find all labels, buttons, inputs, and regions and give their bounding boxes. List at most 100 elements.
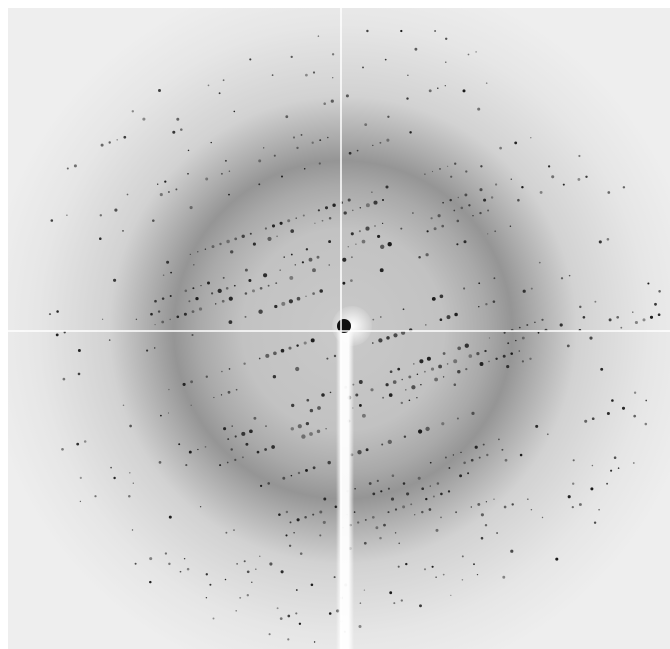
spot xyxy=(457,346,461,350)
spot xyxy=(355,394,358,397)
spot xyxy=(249,429,253,433)
spot xyxy=(523,290,526,293)
spot xyxy=(305,74,308,77)
spot xyxy=(169,319,171,321)
spot xyxy=(193,264,195,266)
spot xyxy=(208,85,210,87)
spot xyxy=(235,610,237,612)
spot xyxy=(157,184,158,185)
spot xyxy=(403,482,406,485)
spot xyxy=(265,425,267,427)
spot xyxy=(313,71,315,73)
spot xyxy=(190,405,191,406)
spot xyxy=(377,480,379,482)
spot xyxy=(504,506,507,509)
spot xyxy=(102,319,103,320)
spot xyxy=(272,224,275,227)
spot xyxy=(297,518,300,521)
spot xyxy=(304,341,307,344)
spot xyxy=(464,193,467,196)
spot xyxy=(172,131,175,134)
spot xyxy=(607,412,610,415)
spot xyxy=(453,210,455,212)
spot xyxy=(227,438,229,440)
spot xyxy=(245,269,248,272)
spot xyxy=(265,227,267,229)
spot xyxy=(430,462,432,464)
spot xyxy=(228,194,230,196)
spot xyxy=(221,371,223,373)
spot xyxy=(477,503,480,506)
spot xyxy=(317,406,321,410)
spot xyxy=(357,150,359,152)
spot xyxy=(416,397,417,398)
spot xyxy=(634,392,636,394)
spot xyxy=(469,354,473,358)
spot xyxy=(183,383,186,386)
spot xyxy=(486,501,487,502)
spot xyxy=(242,456,244,458)
spot xyxy=(486,454,488,456)
spot xyxy=(273,375,276,378)
spot xyxy=(225,579,227,581)
spot xyxy=(477,108,480,111)
spot xyxy=(583,316,586,319)
spot xyxy=(212,245,215,248)
spot xyxy=(113,477,115,479)
spot xyxy=(478,306,479,307)
spot xyxy=(567,345,570,348)
spot xyxy=(616,316,619,319)
spot xyxy=(485,524,487,526)
spot xyxy=(433,496,435,498)
spot xyxy=(495,358,497,360)
spot xyxy=(388,440,392,444)
spot xyxy=(534,322,535,323)
spot xyxy=(431,368,434,371)
spot xyxy=(274,155,276,157)
spot xyxy=(432,171,433,172)
spot xyxy=(213,618,215,620)
spot xyxy=(360,207,361,208)
spot xyxy=(149,581,151,583)
spot xyxy=(375,526,378,529)
spot xyxy=(205,446,207,448)
spot xyxy=(393,602,395,604)
spot xyxy=(226,287,229,290)
spot xyxy=(393,380,397,384)
spot xyxy=(471,506,472,507)
spot xyxy=(480,165,482,167)
spot xyxy=(463,287,465,289)
spot xyxy=(385,59,387,61)
spot xyxy=(417,374,419,376)
spot xyxy=(607,238,610,241)
spot xyxy=(511,503,513,505)
spot xyxy=(438,214,441,217)
spot xyxy=(154,300,157,303)
spot xyxy=(215,303,216,304)
spot xyxy=(392,474,395,477)
spot xyxy=(285,534,287,536)
spot xyxy=(225,160,227,162)
spot xyxy=(425,427,429,431)
spot xyxy=(506,365,509,368)
spot xyxy=(366,203,370,207)
spot xyxy=(281,175,283,177)
spot xyxy=(429,508,432,511)
spot xyxy=(510,550,513,553)
spot xyxy=(594,522,596,524)
spot xyxy=(585,176,587,178)
spot xyxy=(387,511,389,513)
spot xyxy=(317,430,320,433)
spot xyxy=(555,558,558,561)
spot xyxy=(465,344,469,348)
spot xyxy=(458,197,459,198)
spot xyxy=(501,449,503,451)
spot xyxy=(245,316,247,318)
spot xyxy=(334,355,336,357)
spot xyxy=(100,214,102,216)
spot xyxy=(584,420,587,423)
spot xyxy=(645,423,648,426)
spot xyxy=(113,279,116,282)
spot xyxy=(56,310,59,313)
spot xyxy=(365,519,367,521)
